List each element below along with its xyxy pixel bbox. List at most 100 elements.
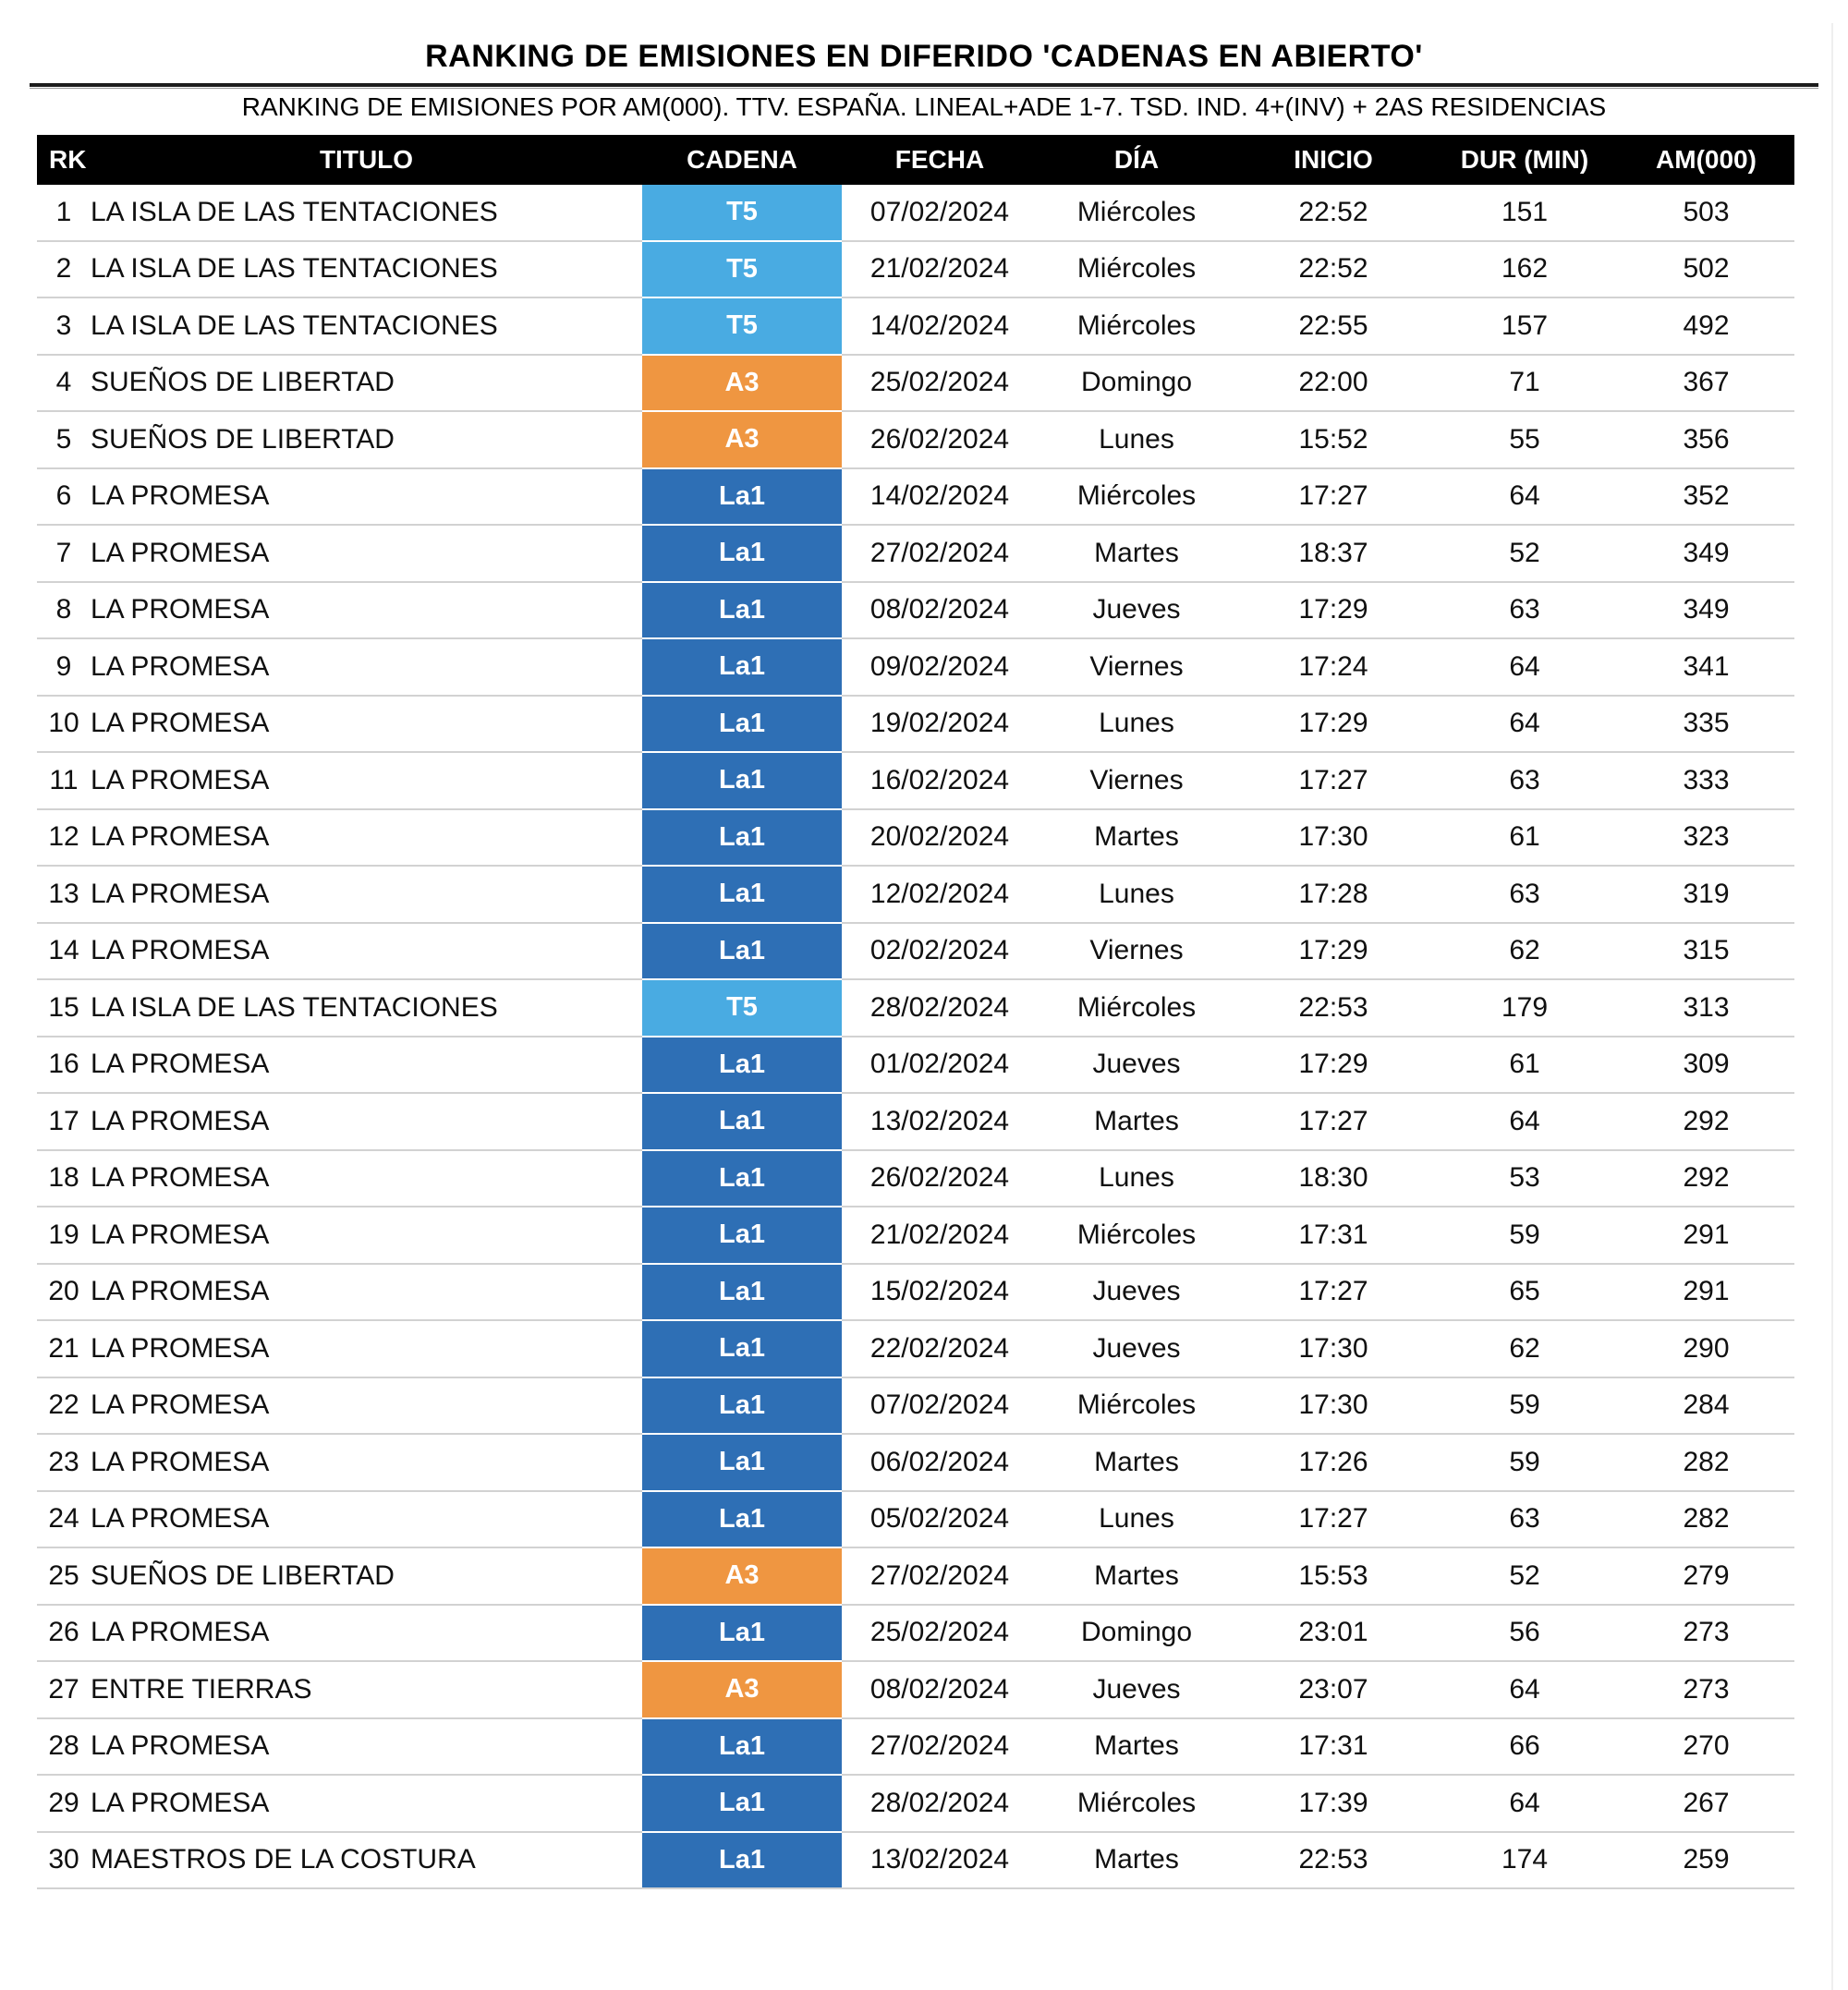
day-cell: Domingo — [1038, 353, 1235, 410]
channel-badge: La1 — [642, 1832, 842, 1887]
audience-cell: 291 — [1618, 1262, 1794, 1319]
audience-cell: 273 — [1618, 1660, 1794, 1717]
title-cell: LA PROMESA — [91, 637, 642, 695]
title-cell: LA ISLA DE LAS TENTACIONES — [91, 297, 642, 354]
page-subtitle: RANKING DE EMISIONES POR AM(000). TTV. E… — [241, 92, 1607, 121]
rank-cell: 4 — [37, 353, 91, 410]
duration-cell: 174 — [1431, 1830, 1618, 1887]
title-cell: LA PROMESA — [91, 1148, 642, 1206]
channel-badge: La1 — [642, 526, 842, 581]
table-row: 15 LA ISLA DE LAS TENTACIONES T5 28/02/2024… — [37, 978, 1794, 1036]
table-row: 20 LA PROMESA La1 15/02/2024 Jueves 17:27 65 29… — [37, 1262, 1794, 1319]
date-cell: 08/02/2024 — [842, 1660, 1038, 1717]
audience-cell: 282 — [1618, 1433, 1794, 1490]
channel-badge: La1 — [642, 1718, 842, 1774]
table-row: 22 LA PROMESA La1 07/02/2024 Miércoles 17:30 5… — [37, 1376, 1794, 1433]
audience-cell: 349 — [1618, 524, 1794, 581]
table-row: 1 LA ISLA DE LAS TENTACIONES T5 07/02/2024 M… — [37, 185, 1794, 240]
title-cell: LA PROMESA — [91, 1035, 642, 1092]
duration-cell: 52 — [1431, 1547, 1618, 1604]
audience-cell: 502 — [1618, 239, 1794, 297]
title-cell: LA PROMESA — [91, 921, 642, 978]
rank-cell: 16 — [37, 1035, 91, 1092]
column-header-start-time: INICIO — [1235, 135, 1431, 185]
duration-cell: 61 — [1431, 807, 1618, 865]
title-cell: SUEÑOS DE LIBERTAD — [91, 353, 642, 410]
channel-cell: La1 — [642, 751, 842, 808]
table-row: 17 LA PROMESA La1 13/02/2024 Martes 17:27 64 29… — [37, 1092, 1794, 1149]
audience-cell: 284 — [1618, 1376, 1794, 1433]
date-cell: 28/02/2024 — [842, 1774, 1038, 1831]
audience-cell: 291 — [1618, 1206, 1794, 1263]
rank-cell: 25 — [37, 1547, 91, 1604]
duration-cell: 162 — [1431, 239, 1618, 297]
channel-badge: A3 — [642, 1662, 842, 1717]
start-time-cell: 15:52 — [1235, 410, 1431, 467]
audience-cell: 349 — [1618, 580, 1794, 637]
duration-cell: 64 — [1431, 1660, 1618, 1717]
page-edge-line — [1831, 23, 1833, 1990]
title-cell: LA PROMESA — [91, 1603, 642, 1660]
start-time-cell: 17:30 — [1235, 1376, 1431, 1433]
table-row: 24 LA PROMESA La1 05/02/2024 Lunes 17:27 63 282 — [37, 1489, 1794, 1547]
date-cell: 22/02/2024 — [842, 1319, 1038, 1377]
duration-cell: 53 — [1431, 1148, 1618, 1206]
start-time-cell: 17:27 — [1235, 1489, 1431, 1547]
channel-cell: A3 — [642, 1660, 842, 1717]
start-time-cell: 17:31 — [1235, 1206, 1431, 1263]
title-cell: LA ISLA DE LAS TENTACIONES — [91, 978, 642, 1036]
start-time-cell: 17:29 — [1235, 580, 1431, 637]
start-time-cell: 18:37 — [1235, 524, 1431, 581]
title-cell: LA PROMESA — [91, 865, 642, 922]
channel-badge: La1 — [642, 809, 842, 865]
title-cell: MAESTROS DE LA COSTURA — [91, 1830, 642, 1887]
rank-cell: 17 — [37, 1092, 91, 1149]
duration-cell: 55 — [1431, 410, 1618, 467]
duration-cell: 59 — [1431, 1206, 1618, 1263]
day-cell: Jueves — [1038, 1660, 1235, 1717]
day-cell: Jueves — [1038, 1262, 1235, 1319]
column-header-channel: CADENA — [642, 135, 842, 185]
channel-cell: A3 — [642, 353, 842, 410]
start-time-cell: 15:53 — [1235, 1547, 1431, 1604]
date-cell: 25/02/2024 — [842, 353, 1038, 410]
start-time-cell: 22:00 — [1235, 353, 1431, 410]
channel-badge: La1 — [642, 1094, 842, 1149]
start-time-cell: 17:27 — [1235, 1092, 1431, 1149]
channel-cell: La1 — [642, 1603, 842, 1660]
column-header-duration: DUR (MIN) — [1431, 135, 1618, 185]
channel-badge: La1 — [642, 1435, 842, 1490]
audience-cell: 503 — [1618, 185, 1794, 240]
ranking-table: RK TITULO CADENA FECHA DÍA INICIO DUR (M… — [37, 135, 1794, 1889]
title-cell: LA PROMESA — [91, 1717, 642, 1774]
channel-badge: A3 — [642, 1548, 842, 1604]
audience-cell: 335 — [1618, 694, 1794, 751]
start-time-cell: 22:52 — [1235, 239, 1431, 297]
date-cell: 19/02/2024 — [842, 694, 1038, 751]
column-header-day: DÍA — [1038, 135, 1235, 185]
title-cell: LA PROMESA — [91, 1433, 642, 1490]
duration-cell: 151 — [1431, 185, 1618, 240]
table-row: 12 LA PROMESA La1 20/02/2024 Martes 17:30 61 32… — [37, 807, 1794, 865]
day-cell: Miércoles — [1038, 1206, 1235, 1263]
table-row: 10 LA PROMESA La1 19/02/2024 Lunes 17:29 64 335 — [37, 694, 1794, 751]
day-cell: Martes — [1038, 1433, 1235, 1490]
table-row: 2 LA ISLA DE LAS TENTACIONES T5 21/02/2024 M… — [37, 239, 1794, 297]
rank-cell: 8 — [37, 580, 91, 637]
table-row: 8 LA PROMESA La1 08/02/2024 Jueves 17:29 63 349 — [37, 580, 1794, 637]
title-cell: LA PROMESA — [91, 1262, 642, 1319]
start-time-cell: 17:27 — [1235, 1262, 1431, 1319]
title-cell: LA PROMESA — [91, 751, 642, 808]
day-cell: Lunes — [1038, 410, 1235, 467]
channel-badge: La1 — [642, 867, 842, 922]
channel-cell: La1 — [642, 1148, 842, 1206]
day-cell: Miércoles — [1038, 239, 1235, 297]
title-cell: LA PROMESA — [91, 1489, 642, 1547]
start-time-cell: 17:27 — [1235, 751, 1431, 808]
channel-badge: La1 — [642, 1264, 842, 1319]
channel-cell: T5 — [642, 978, 842, 1036]
channel-badge: T5 — [642, 185, 842, 240]
rank-cell: 11 — [37, 751, 91, 808]
date-cell: 06/02/2024 — [842, 1433, 1038, 1490]
title-cell: LA PROMESA — [91, 524, 642, 581]
